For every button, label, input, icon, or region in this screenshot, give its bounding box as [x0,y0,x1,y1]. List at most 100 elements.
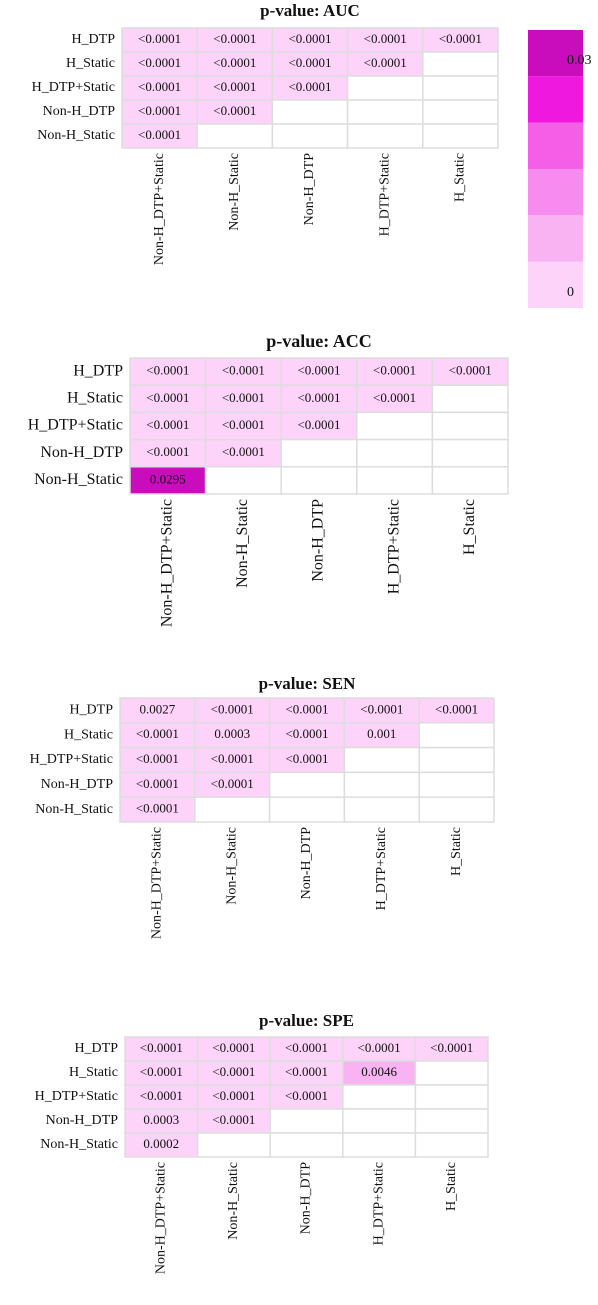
cell-label: <0.0001 [140,1040,183,1055]
cell-label: <0.0001 [138,31,181,46]
row-label: H_DTP+Static [28,417,123,434]
cell-label: <0.0001 [222,444,265,459]
cell [204,384,282,414]
cell-label: <0.0001 [212,1112,255,1127]
cell-label: <0.0001 [297,390,340,405]
row-label: Non-H_Static [40,1137,118,1152]
empty-cell [196,123,274,149]
empty-cell [346,75,424,101]
empty-cell [431,384,509,414]
empty-cell [280,466,358,495]
cell-label: <0.0001 [285,726,328,741]
row-label: H_DTP [71,32,115,47]
empty-cell [418,722,495,749]
cell [280,411,358,441]
column-label: H_Static [453,153,468,202]
cell-label: <0.0001 [212,1040,255,1055]
chart-title: p-value: SPE [259,1011,354,1030]
cell-label: <0.0001 [211,751,254,766]
column-label: Non-H_DTP [310,499,327,582]
empty-cell [271,123,349,149]
row-label: H_Static [64,727,113,742]
chart-title: p-value: ACC [266,331,372,351]
cell-label: <0.0001 [213,55,256,70]
column-label: Non-H_DTP [302,153,317,226]
empty-cell [269,1132,344,1158]
cell-label: <0.0001 [222,363,265,378]
empty-cell [346,123,424,149]
cell [431,357,509,386]
row-label: H_DTP [73,362,123,379]
column-label: Non-H_Static [234,499,251,588]
cell-label: <0.0001 [146,363,189,378]
colorbar-band [528,30,583,77]
empty-cell [431,466,509,495]
cell [194,722,271,749]
chart-title: p-value: SEN [259,674,357,693]
cell-label: 0.0003 [143,1112,179,1127]
empty-cell [418,771,495,798]
cell-label: <0.0001 [136,751,179,766]
empty-cell [418,746,495,774]
empty-cell [346,99,424,125]
cell-label: <0.0001 [213,79,256,94]
cell-label: <0.0001 [373,390,416,405]
column-label: Non-H_DTP+Static [154,1162,169,1274]
row-label: H_DTP [74,1041,118,1056]
cell [204,438,282,468]
cell [269,1060,344,1086]
cell-label: <0.0001 [297,363,340,378]
empty-cell [342,1084,417,1110]
cell-label: <0.0001 [297,417,340,432]
cell-label: <0.0001 [211,776,254,791]
cell-label: <0.0001 [288,79,331,94]
empty-cell [280,438,358,468]
empty-cell [342,1108,417,1134]
empty-cell [343,771,420,798]
cell-label: <0.0001 [136,801,179,816]
empty-cell [268,771,346,798]
empty-cell [204,466,282,495]
cell-label: <0.0001 [439,31,482,46]
empty-cell [343,796,420,823]
cell-label: <0.0001 [285,1064,328,1079]
cell-label: <0.0001 [222,417,265,432]
empty-cell [356,438,434,468]
cell-label: 0.0003 [214,726,250,741]
row-label: Non-H_DTP [40,444,123,461]
column-label: Non-H_DTP+Static [152,153,167,265]
empty-cell [343,746,420,774]
column-label: H_DTP+Static [377,153,392,236]
cell-label: 0.0295 [150,471,186,486]
cell-label: 0.001 [367,726,396,741]
empty-cell [422,99,499,125]
cell [356,357,434,386]
row-label: H_Static [67,389,123,406]
row-label: H_Static [69,1065,118,1080]
empty-cell [422,123,499,149]
cell-label: <0.0001 [288,31,331,46]
cell-label: <0.0001 [285,1088,328,1103]
column-label: H_Static [449,827,464,876]
row-label: H_DTP+Static [35,1089,118,1104]
cell [121,51,198,77]
column-label: Non-H_Static [227,153,242,231]
cell [119,796,196,823]
cell-label: <0.0001 [285,1040,328,1055]
cell-label: 0.0027 [140,701,176,716]
colorbar-band [528,261,583,308]
row-label: Non-H_Static [34,471,123,488]
cell-label: <0.0001 [285,701,328,716]
cell [124,1060,199,1086]
colorbar-band [528,76,583,123]
row-label: H_DTP+Static [30,752,113,767]
cell-label: <0.0001 [288,55,331,70]
cell [196,1108,271,1134]
cell-label: <0.0001 [213,31,256,46]
cell-label: <0.0001 [146,390,189,405]
cell-label: <0.0001 [146,444,189,459]
colorbar-band [528,169,583,216]
cell-label: <0.0001 [222,390,265,405]
cell [196,1084,271,1110]
